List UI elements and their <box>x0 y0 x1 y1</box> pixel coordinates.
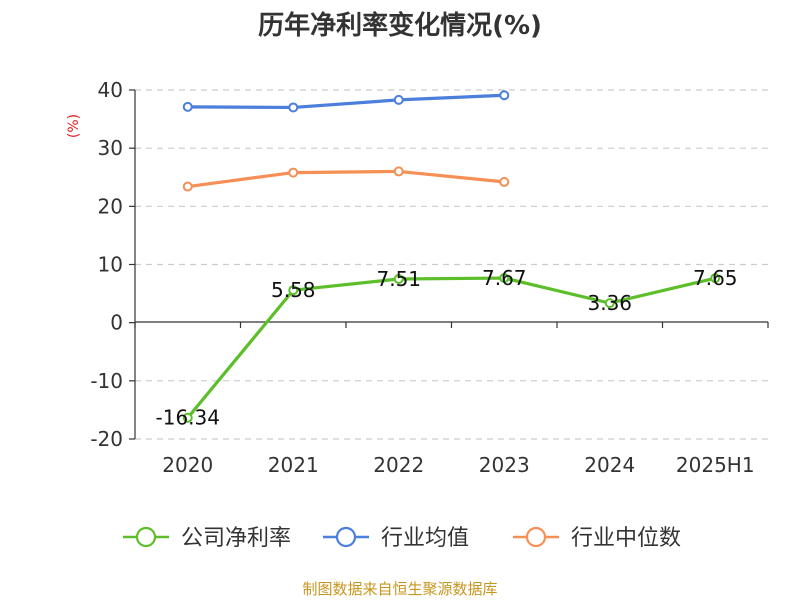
axes <box>129 89 769 440</box>
data-point <box>393 166 404 177</box>
data-point <box>288 102 299 113</box>
data-point <box>182 181 193 192</box>
data-point <box>288 167 299 178</box>
data-point <box>393 94 404 105</box>
y-tick-label: 40 <box>98 78 123 102</box>
y-axis-label: (%) <box>66 114 82 138</box>
x-tick-label: 2020 <box>162 453 213 477</box>
legend-marker <box>135 526 157 548</box>
legend-marker <box>525 526 547 548</box>
data-point <box>182 101 193 112</box>
source-note: 制图数据来自恒生聚源数据库 <box>302 580 497 598</box>
data-labels: -16.34 5.58 7.51 7.67 3.36 7.65 <box>156 266 738 430</box>
data-point <box>499 273 510 284</box>
y-tick-label: 0 <box>110 311 123 335</box>
y-tick-label: 10 <box>98 253 123 277</box>
legend-label: 行业均值 <box>381 526 469 551</box>
data-label: -16.34 <box>156 406 220 430</box>
x-tick-label: 2022 <box>373 453 424 477</box>
data-point <box>182 412 193 423</box>
series-lines <box>182 90 721 423</box>
y-tick-labels: -20 -10 0 10 20 30 40 <box>90 78 123 451</box>
x-tick-label: 2024 <box>584 453 635 477</box>
y-tick-label: -10 <box>90 369 123 393</box>
y-tick-label: 30 <box>98 136 123 160</box>
y-tick-label: 20 <box>98 194 123 218</box>
x-tick-label: 2023 <box>479 453 530 477</box>
chart-title: 历年净利率变化情况(%) <box>258 10 542 41</box>
data-point <box>393 273 404 284</box>
x-tick-label: 2025H1 <box>676 453 755 477</box>
data-label: 7.67 <box>482 266 527 290</box>
legend: 公司净利率 行业均值 行业中位数 <box>123 526 681 551</box>
series-line <box>187 93 505 110</box>
legend-marker <box>335 526 357 548</box>
x-tick-label: 2021 <box>268 453 319 477</box>
legend-label: 公司净利率 <box>181 526 291 551</box>
data-label: 7.65 <box>693 266 738 290</box>
data-point <box>288 285 299 296</box>
data-label: 3.36 <box>587 291 632 315</box>
series-line <box>186 276 716 419</box>
y-tick-label: -20 <box>90 427 123 451</box>
data-point <box>604 298 615 309</box>
data-label: 7.51 <box>376 267 421 291</box>
series-line <box>187 169 505 189</box>
data-point <box>499 90 510 101</box>
grid-lines <box>135 89 768 440</box>
data-point <box>710 273 721 284</box>
legend-label: 行业中位数 <box>571 526 681 551</box>
data-label: 5.58 <box>271 278 316 302</box>
x-tick-labels: 2020 2021 2022 2023 2024 2025H1 <box>162 453 754 477</box>
data-point <box>499 176 510 187</box>
